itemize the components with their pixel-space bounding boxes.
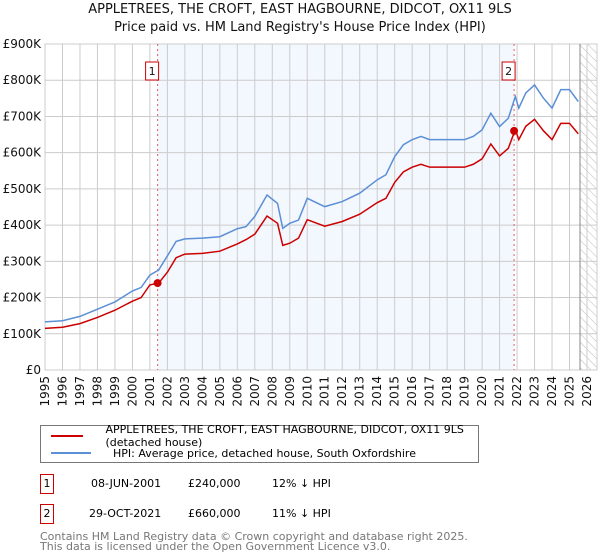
sale-marker-badge: 1 [40, 474, 54, 494]
sale-price: £240,000 [188, 477, 241, 490]
x-tick-label: 2009 [283, 376, 297, 407]
hpi-diff: 11% ↓ HPI [272, 507, 331, 520]
x-tick-label: 2020 [475, 376, 489, 407]
x-tick-label: 2014 [370, 376, 384, 407]
y-tick-label: £600K [3, 146, 43, 160]
sale-marker-badge: 2 [40, 504, 54, 524]
x-tick-label: 2008 [265, 376, 279, 407]
sale-point [510, 126, 519, 135]
x-tick-label: 2011 [318, 376, 332, 407]
y-tick-label: £400K [3, 218, 43, 232]
x-tick-label: 2017 [423, 376, 437, 407]
sale-marker-box [501, 61, 516, 81]
y-tick-label: £700K [3, 109, 43, 123]
sale-period-shading [157, 44, 515, 370]
price-chart: 1995 1996 1997 1998 1999 2000 2001 2002 2003 2004… [3, 37, 598, 407]
x-tick-label: 2013 [353, 376, 367, 407]
footer-license: This data is licensed under the Open Gov… [40, 540, 391, 553]
chart-title: APPLETREES, THE CROFT, EAST HAGBOURNE, D… [88, 2, 512, 17]
x-tick-label: 1998 [90, 376, 104, 407]
sale-date: 08-JUN-2001 [91, 477, 162, 490]
hpi-diff: 12% ↓ HPI [272, 477, 331, 490]
legend-label: HPI: Average price, detached house, Sout… [113, 446, 416, 460]
legend: APPLETREES, THE CROFT, EAST HAGBOURNE, D… [40, 423, 479, 463]
x-tick-label: 2006 [230, 376, 244, 407]
x-tick-label: 2001 [143, 376, 157, 407]
legend-label: APPLETREES, THE CROFT, EAST HAGBOURNE, D… [105, 423, 464, 449]
x-tick-label: 1995 [38, 376, 52, 407]
future-hatch [580, 44, 597, 370]
x-tick-label: 2023 [528, 376, 542, 407]
red-line-swatch [51, 435, 84, 437]
sale-marker-label: 1 [149, 65, 156, 78]
x-tick-label: 2012 [335, 376, 349, 407]
sale-date: 29-OCT-2021 [89, 507, 162, 520]
y-tick-label: £500K [3, 182, 43, 196]
x-tick-label: 2018 [440, 376, 454, 407]
blue-line-swatch [51, 452, 91, 454]
x-tick-label: 2005 [213, 376, 227, 407]
sale-price: £660,000 [188, 507, 241, 520]
x-tick-label: 2004 [195, 376, 209, 407]
x-tick-label: 2021 [493, 376, 507, 407]
x-tick-label: 2022 [510, 376, 524, 407]
footer-copyright: Contains HM Land Registry data © Crown c… [40, 530, 468, 543]
hpi-line [44, 83, 579, 323]
chart-subtitle: Price paid vs. HM Land Registry's House … [114, 20, 486, 35]
x-tick-label: 2025 [563, 376, 577, 407]
x-tick-label: 1999 [108, 376, 122, 407]
legend-item-property: APPLETREES, THE CROFT, EAST HAGBOURNE, D… [51, 423, 478, 449]
x-tick-label: 2010 [300, 376, 314, 407]
x-tick-label: 2003 [178, 376, 192, 407]
x-tick-label: 2002 [160, 376, 174, 407]
x-tick-label: 2026 [580, 376, 594, 407]
y-tick-label: £200K [3, 291, 43, 305]
legend-item-hpi: HPI: Average price, detached house, Sout… [51, 445, 416, 461]
x-tick-label: 2019 [458, 376, 472, 407]
x-tick-label: 2016 [405, 376, 419, 407]
y-tick-label: £800K [3, 73, 43, 87]
x-tick-label: 2015 [388, 376, 402, 407]
x-tick-label: 2024 [545, 376, 559, 407]
sale-marker-label: 2 [505, 65, 512, 78]
plot-frame [44, 43, 598, 371]
sale-point [153, 279, 162, 288]
sale-marker-box [145, 61, 160, 81]
x-tick-label: 1996 [55, 376, 69, 407]
y-tick-label: £0 [26, 363, 41, 377]
x-tick-label: 2007 [248, 376, 262, 407]
y-tick-label: £900K [3, 37, 43, 51]
y-tick-label: £100K [3, 327, 43, 341]
y-tick-label: £300K [3, 254, 43, 268]
x-tick-label: 1997 [73, 376, 87, 407]
x-tick-label: 2000 [125, 376, 139, 407]
